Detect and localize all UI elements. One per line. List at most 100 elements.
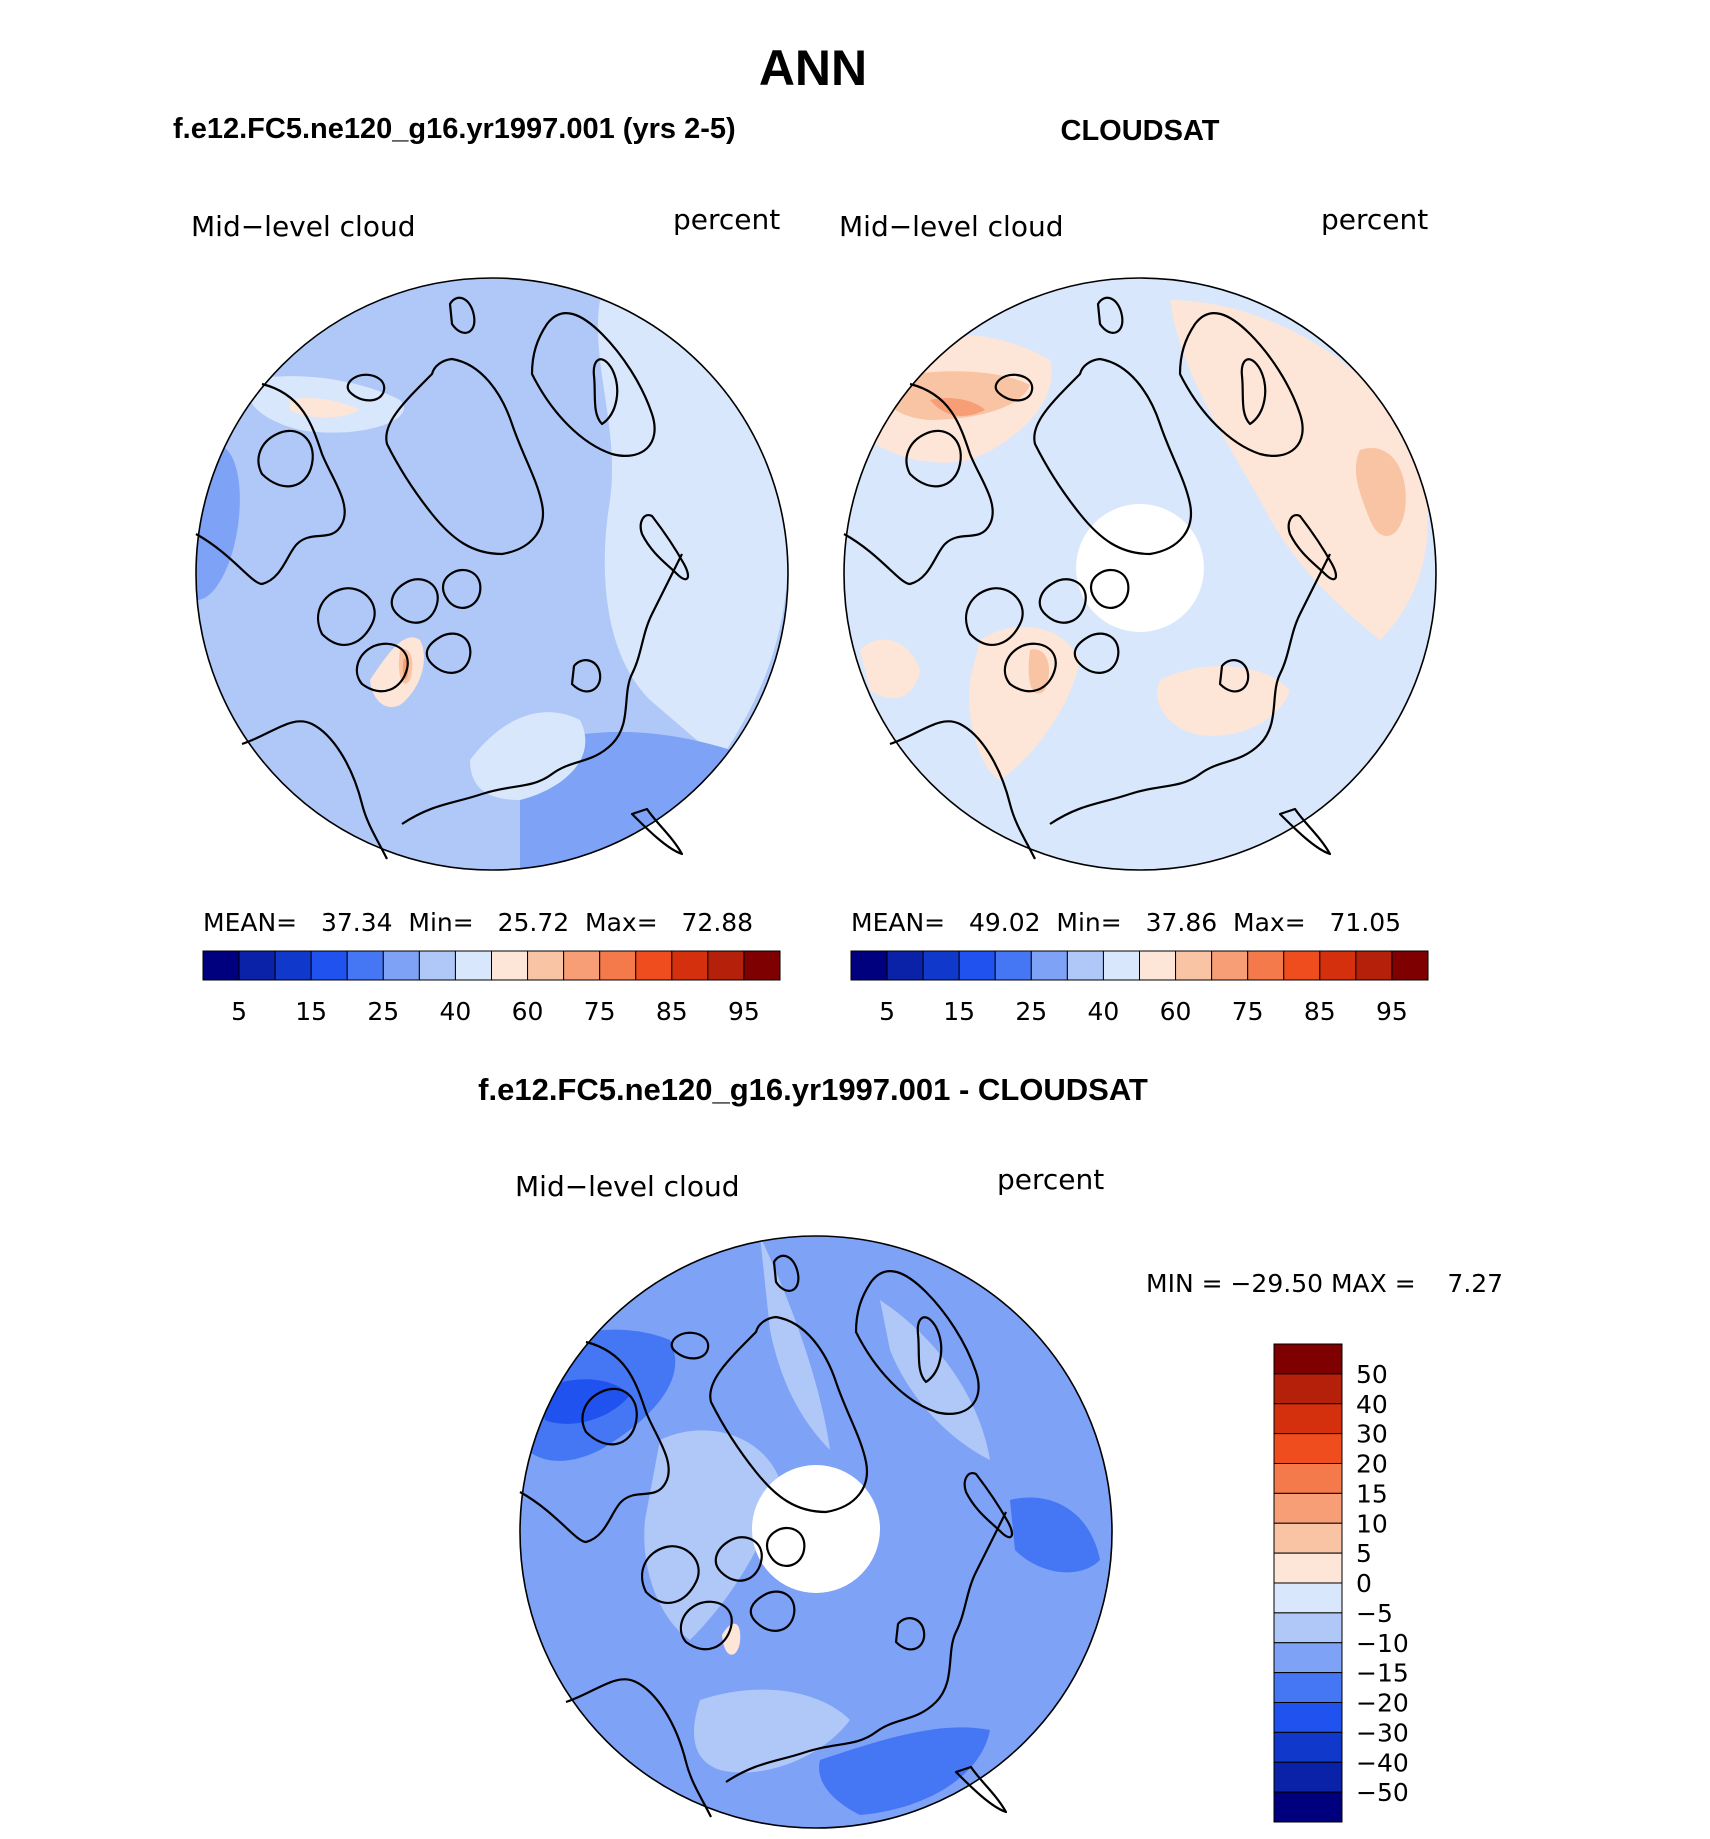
colorbar-swatch — [671, 950, 709, 981]
colorbar-swatch — [1066, 950, 1104, 981]
colorbar-tick-label: 20 — [1356, 1450, 1388, 1479]
panel-obs: CLOUDSAT Mid−level cloud percent — [839, 115, 1437, 1026]
colorbar-swatch — [994, 950, 1032, 981]
colorbar-swatch — [418, 950, 456, 981]
colorbar-tick-label: −10 — [1356, 1629, 1409, 1658]
colorbar-model: 5 15 25 40 60 75 85 95 — [202, 950, 781, 1026]
colorbar-swatch — [635, 950, 673, 981]
panel-obs-stats: MEAN= 49.02 Min= 37.86 Max= 71.05 — [851, 908, 1401, 937]
colorbar-tick-label: 50 — [1356, 1360, 1388, 1389]
panel-diff-title: f.e12.FC5.ne120_g16.yr1997.001 - CLOUDSA… — [478, 1072, 1148, 1107]
colorbar-tick-label: 95 — [1376, 997, 1408, 1026]
colorbar-tick-label: 15 — [943, 997, 975, 1026]
panel-model-right-label: percent — [673, 203, 780, 236]
colorbar-swatch — [1355, 950, 1393, 981]
colorbar-swatch — [1030, 950, 1068, 981]
colorbar-tick-label: −40 — [1356, 1748, 1409, 1777]
colorbar-swatch — [1139, 950, 1177, 981]
colorbar-swatch — [958, 950, 996, 981]
colorbar-swatch — [886, 950, 924, 981]
colorbar-swatch — [1273, 1612, 1343, 1644]
colorbar-tick-label: −30 — [1356, 1718, 1409, 1747]
panel-model-title: f.e12.FC5.ne120_g16.yr1997.001 (yrs 2-5) — [173, 113, 736, 145]
colorbar-swatch — [202, 950, 240, 981]
colorbar-swatch — [1273, 1702, 1343, 1733]
colorbar-tick-label: 0 — [1356, 1569, 1372, 1598]
colorbar-tick-label: 30 — [1356, 1420, 1388, 1449]
colorbar-swatch — [922, 950, 960, 981]
colorbar-tick-label: 40 — [1088, 997, 1120, 1026]
colorbar-swatch — [1273, 1791, 1343, 1823]
colorbar-swatch — [599, 950, 637, 981]
colorbar-tick-label: 15 — [1356, 1479, 1388, 1508]
colorbar-swatch — [1319, 950, 1357, 981]
colorbar-swatch — [491, 950, 529, 981]
colorbar-swatch — [563, 950, 601, 981]
panel-diff-stats: MIN = −29.50 MAX = 7.27 — [1146, 1269, 1503, 1298]
colorbar-tick-label: 25 — [367, 997, 399, 1026]
colorbar-swatch — [346, 950, 384, 981]
colorbar-obs: 5 15 25 40 60 75 85 95 — [850, 950, 1429, 1026]
colorbar-tick-label: 5 — [879, 997, 895, 1026]
colorbar-swatch — [1273, 1642, 1343, 1674]
colorbar-tick-label: 5 — [1356, 1539, 1372, 1568]
colorbar-tick-label: 60 — [512, 997, 544, 1026]
colorbar-swatch — [1273, 1761, 1343, 1793]
colorbar-swatch — [1273, 1731, 1343, 1763]
panel-diff-left-label: Mid−level cloud — [515, 1170, 739, 1203]
colorbar-swatch — [1273, 1463, 1343, 1494]
figure-title: ANN — [759, 40, 867, 96]
colorbar-tick-label: −15 — [1356, 1659, 1409, 1688]
colorbar-swatch — [1175, 950, 1213, 981]
map-diff — [518, 1235, 1113, 1829]
colorbar-swatch — [707, 950, 745, 981]
colorbar-swatch — [1273, 1373, 1343, 1405]
colorbar-tick-label: 5 — [231, 997, 247, 1026]
colorbar-tick-label: 95 — [728, 997, 760, 1026]
panel-obs-right-label: percent — [1321, 203, 1428, 236]
colorbar-swatch — [1283, 950, 1321, 981]
colorbar-tick-label: 75 — [1232, 997, 1264, 1026]
colorbar-swatch — [527, 950, 565, 981]
colorbar-tick-label: −50 — [1356, 1778, 1409, 1807]
colorbar-swatch — [454, 950, 492, 981]
colorbar-swatch — [1102, 950, 1140, 981]
colorbar-swatch — [238, 950, 276, 981]
colorbar-swatch — [1273, 1343, 1343, 1375]
colorbar-tick-label: 85 — [1304, 997, 1336, 1026]
colorbar-swatch — [382, 950, 420, 981]
colorbar-swatch — [1273, 1403, 1343, 1435]
map-model — [194, 277, 789, 871]
colorbar-swatch — [850, 950, 888, 981]
colorbar-swatch — [1273, 1522, 1343, 1554]
colorbar-tick-label: 85 — [656, 997, 688, 1026]
colorbar-tick-label: 25 — [1015, 997, 1047, 1026]
panel-model-left-label: Mid−level cloud — [191, 210, 415, 243]
panel-model: f.e12.FC5.ne120_g16.yr1997.001 (yrs 2-5)… — [173, 113, 789, 1026]
colorbar-swatch — [1211, 950, 1249, 981]
colorbar-tick-label: −5 — [1356, 1599, 1393, 1628]
colorbar-tick-label: 75 — [584, 997, 616, 1026]
colorbar-tick-label: 40 — [1356, 1390, 1388, 1419]
colorbar-swatch — [1273, 1672, 1343, 1703]
panel-diff: f.e12.FC5.ne120_g16.yr1997.001 - CLOUDSA… — [478, 1072, 1503, 1829]
colorbar-swatch — [274, 950, 312, 981]
panel-diff-right-label: percent — [997, 1163, 1104, 1196]
colorbar-swatch — [1273, 1433, 1343, 1464]
colorbar-tick-label: 60 — [1160, 997, 1192, 1026]
colorbar-swatch — [743, 950, 781, 981]
colorbar-tick-label: 15 — [295, 997, 327, 1026]
colorbar-swatch — [1273, 1552, 1343, 1584]
panel-model-stats: MEAN= 37.34 Min= 25.72 Max= 72.88 — [203, 908, 753, 937]
colorbar-swatch — [1247, 950, 1285, 981]
colorbar-swatch — [1391, 950, 1429, 981]
panel-obs-left-label: Mid−level cloud — [839, 210, 1063, 243]
map-obs — [842, 277, 1437, 871]
panel-obs-title: CLOUDSAT — [1061, 115, 1220, 147]
colorbar-swatch — [1273, 1492, 1343, 1524]
colorbar-tick-label: 10 — [1356, 1509, 1388, 1538]
colorbar-swatch — [310, 950, 348, 981]
colorbar-tick-label: 40 — [440, 997, 472, 1026]
